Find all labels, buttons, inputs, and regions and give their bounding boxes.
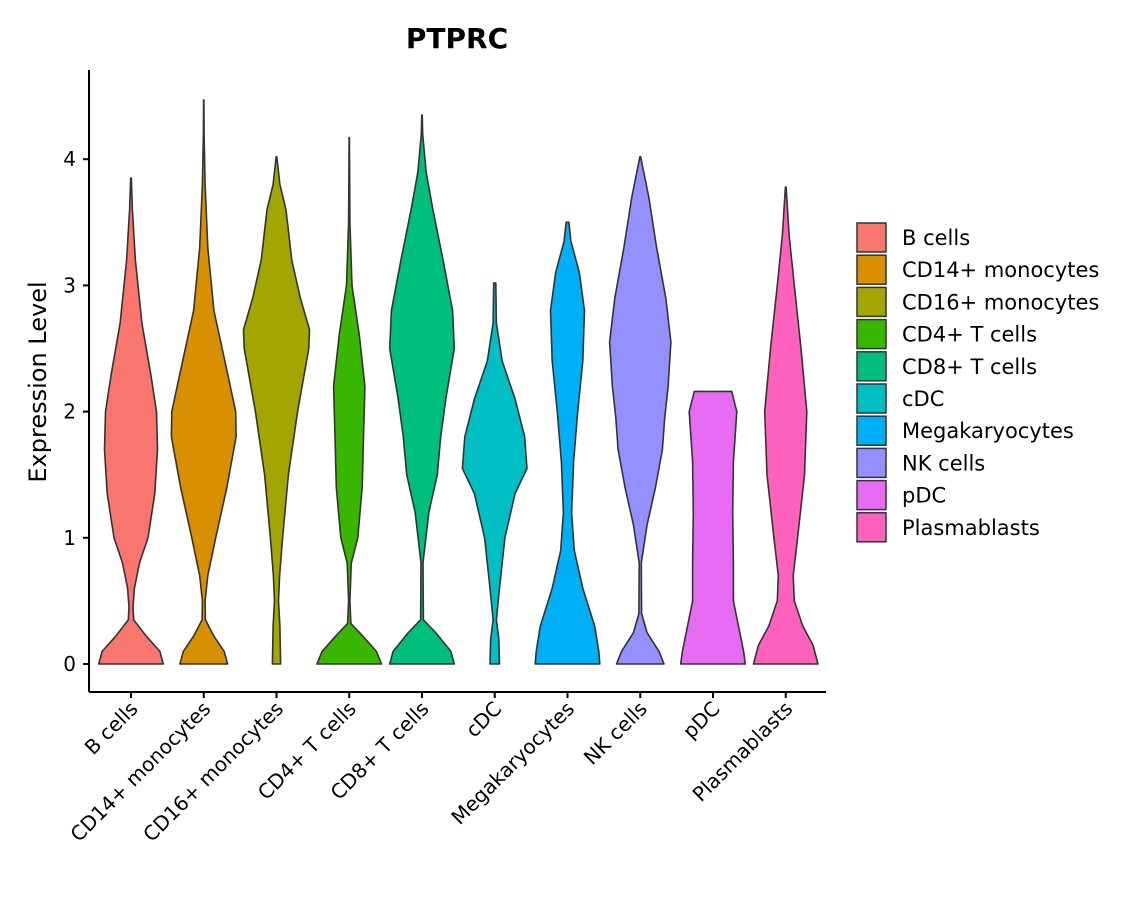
chart-title: PTPRC <box>406 22 508 55</box>
violin-cd16-plus-monocytes <box>242 155 311 665</box>
legend-swatch-b-cells <box>856 222 887 253</box>
violin-nk-cells <box>608 155 672 665</box>
y-tick-label: 2 <box>63 400 76 424</box>
legend-label-nk-cells: NK cells <box>902 451 985 475</box>
x-tick-label-megakaryocytes: Megakaryocytes <box>446 697 579 830</box>
violin-cd8-plus-t-cells <box>388 114 456 665</box>
legend-label-cd14-plus-monocytes: CD14+ monocytes <box>902 258 1099 282</box>
violin-plasmablasts <box>752 186 819 665</box>
y-tick-label: 3 <box>63 273 76 297</box>
legend-swatch-cd4-plus-t-cells <box>856 318 887 350</box>
violin-cd4-plus-t-cells <box>316 136 383 665</box>
y-tick-label: 0 <box>63 652 76 676</box>
legend-label-plasmablasts: Plasmablasts <box>902 516 1040 540</box>
legend-label-cdc: cDC <box>902 387 944 411</box>
x-tick-label-nk-cells: NK cells <box>579 697 652 770</box>
x-tick-label-cd16-plus-monocytes: CD16+ monocytes <box>138 697 288 847</box>
legend-swatch-cd8-plus-t-cells <box>856 351 887 382</box>
legend-label-pdc: pDC <box>902 484 946 508</box>
violin-cd14-plus-monocytes <box>170 99 237 665</box>
legend-swatch-pdc <box>856 479 887 511</box>
x-tick-label-pdc: pDC <box>678 697 725 744</box>
legend-swatch-plasmablasts <box>856 512 887 543</box>
legend-swatch-cd16-plus-monocytes <box>856 286 887 318</box>
x-tick-label-cd14-plus-monocytes: CD14+ monocytes <box>65 697 215 847</box>
legend-label-megakaryocytes: Megakaryocytes <box>902 419 1074 443</box>
violin-b-cells <box>97 177 165 665</box>
legend-label-cd16-plus-monocytes: CD16+ monocytes <box>902 290 1099 314</box>
legend-swatch-nk-cells <box>856 447 887 479</box>
violin-cdc <box>461 282 528 665</box>
x-tick-label-b-cells: B cells <box>80 697 143 760</box>
y-tick-label: 4 <box>63 147 76 171</box>
legend-label-b-cells: B cells <box>902 226 970 250</box>
violin-pdc <box>679 390 747 665</box>
legend-swatch-megakaryocytes <box>856 415 887 446</box>
legend-label-cd8-plus-t-cells: CD8+ T cells <box>902 355 1037 379</box>
legend-label-cd4-plus-t-cells: CD4+ T cells <box>902 323 1037 347</box>
legend-swatch-cd14-plus-monocytes <box>856 254 887 285</box>
legend: B cells CD14+ monocytes CD16+ monocytes CD4… <box>856 222 1099 543</box>
y-tick-label: 1 <box>63 526 76 550</box>
violin-megakaryocytes <box>534 221 601 665</box>
violin-group <box>97 99 819 665</box>
legend-swatch-cdc <box>856 383 887 414</box>
x-tick-label-cdc: cDC <box>461 697 507 743</box>
y-axis-label: Expression Level <box>24 281 52 482</box>
